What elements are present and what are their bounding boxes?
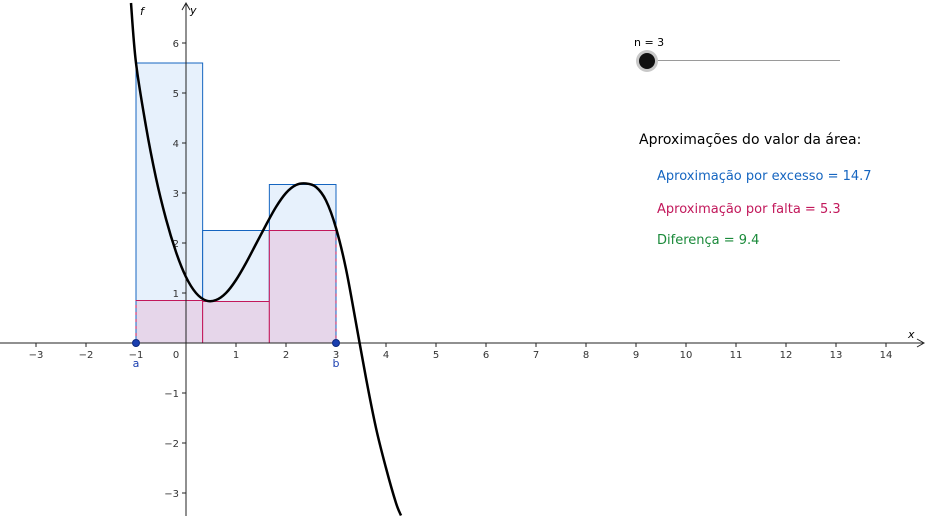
- x-tick-label: 1: [233, 350, 239, 361]
- upper-rect-1: [135, 62, 204, 344]
- y-tick-label: 3: [173, 189, 179, 200]
- x-tick-label: 14: [880, 350, 893, 361]
- x-tick-label: 11: [730, 350, 743, 361]
- x-tick-label: 0: [173, 350, 179, 361]
- lower-rect-1: [135, 300, 204, 344]
- x-tick-label: 5: [433, 350, 439, 361]
- y-axis-label: y: [189, 4, 197, 17]
- x-axis-label: x: [907, 328, 915, 341]
- y-tick-label: 2: [173, 239, 179, 250]
- upper-approximation-text: Aproximação por excesso = 14.7: [657, 169, 872, 184]
- x-tick-label: 4: [383, 350, 389, 361]
- x-tick-label: 8: [583, 350, 589, 361]
- slider-track[interactable]: [647, 60, 840, 61]
- function-label: f: [140, 5, 146, 18]
- x-tick-label: 10: [680, 350, 693, 361]
- y-tick-label: 4: [173, 139, 179, 150]
- slider-label: n = 3: [634, 36, 665, 49]
- y-axis-arrow: [181, 1, 191, 11]
- x-tick-label: −1: [129, 350, 144, 361]
- x-axis-arrow: [916, 338, 926, 348]
- y-tick-label: −3: [164, 489, 179, 500]
- x-tick-label: 12: [780, 350, 793, 361]
- y-tick-label: 1: [173, 289, 179, 300]
- x-tick-label: −3: [29, 350, 44, 361]
- y-tick-label: 6: [173, 39, 179, 50]
- x-tick-label: 7: [533, 350, 539, 361]
- x-tick-label: 3: [333, 350, 339, 361]
- point-a[interactable]: [132, 339, 140, 347]
- n-slider[interactable]: n = 3: [634, 36, 844, 76]
- lower-approximation-text: Aproximação por falta = 5.3: [657, 202, 841, 217]
- slider-handle[interactable]: [639, 53, 655, 69]
- point-a-label: a: [133, 357, 140, 370]
- lower-rect-3: [268, 230, 337, 344]
- x-tick-label: −2: [79, 350, 94, 361]
- difference-text: Diferença = 9.4: [657, 233, 760, 248]
- x-tick-label: 2: [283, 350, 289, 361]
- function-curve[interactable]: [129, 2, 403, 516]
- lower-rect-2: [202, 301, 270, 344]
- point-b[interactable]: [332, 339, 340, 347]
- interval-boundary-lines: [135, 63, 337, 343]
- y-tick-label: 5: [173, 89, 179, 100]
- x-tick-label: 9: [633, 350, 639, 361]
- lower-sum-rectangles: [135, 230, 337, 344]
- x-tick-label: 13: [830, 350, 843, 361]
- y-tick-label: −2: [164, 439, 179, 450]
- x-tick-label: 6: [483, 350, 489, 361]
- y-tick-label: −1: [164, 389, 179, 400]
- approximations-title: Aproximações do valor da área:: [639, 132, 862, 148]
- point-b-label: b: [333, 357, 340, 370]
